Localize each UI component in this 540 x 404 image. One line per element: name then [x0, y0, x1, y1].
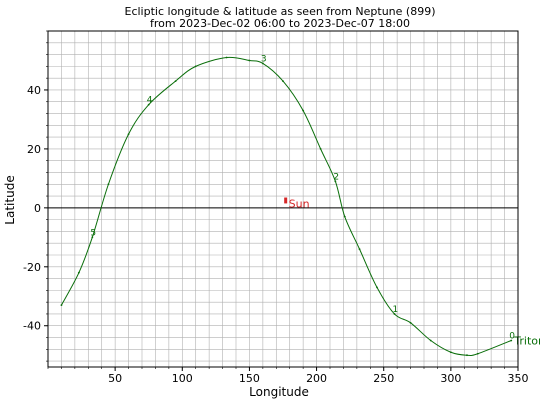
series-point: [77, 271, 80, 274]
x-axis-label: Longitude: [249, 385, 309, 399]
series-point: [174, 80, 177, 83]
day-label: 4: [147, 96, 153, 106]
series-point: [194, 65, 197, 68]
day-label: 5: [90, 228, 96, 238]
series-point: [282, 80, 284, 83]
series-point: [376, 286, 378, 289]
series-line-triton: [60, 56, 512, 356]
series-point: [147, 103, 150, 106]
plot-frame: [47, 30, 519, 368]
sun-marker: [284, 197, 288, 204]
day-label: 3: [261, 54, 267, 64]
series-point: [334, 180, 337, 183]
x-tick-label: 100: [172, 372, 193, 385]
x-tick-label: 150: [239, 372, 260, 385]
y-axis-label: Latitude: [3, 175, 17, 224]
series-point: [449, 351, 452, 354]
day-label: 2: [333, 172, 339, 182]
series-point: [466, 354, 468, 357]
series-point: [248, 59, 251, 62]
day-labels: 0 1 2 3 4 5: [90, 54, 515, 341]
series-point: [393, 313, 396, 315]
series-point: [91, 236, 94, 239]
series-point: [60, 304, 63, 307]
y-tick-label: 40: [27, 84, 41, 97]
chart-title: Ecliptic longitude & latitude as seen fr…: [125, 5, 436, 18]
series-point: [127, 133, 130, 136]
series-point: [225, 56, 228, 59]
series-point: [343, 215, 346, 218]
series-point: [107, 183, 110, 186]
series-point: [409, 321, 412, 324]
y-tick-label: -40: [23, 320, 41, 333]
y-tick-label: 20: [27, 143, 41, 156]
x-tick-label: 300: [440, 372, 461, 385]
day-label: 0: [509, 331, 515, 341]
grid-lines: [47, 30, 519, 367]
x-tick-label: 350: [508, 372, 529, 385]
series-point: [261, 62, 264, 65]
series-layer: Triton: [60, 56, 540, 357]
sun-marker-group: Sun: [284, 197, 310, 210]
series-point: [319, 147, 322, 150]
series-point: [510, 339, 513, 342]
chart-subtitle: from 2023-Dec-02 06:00 to 2023-Dec-07 18…: [150, 17, 410, 30]
x-tick-label: 250: [373, 372, 394, 385]
series-point: [358, 248, 361, 251]
series-point: [429, 339, 432, 342]
series-name-label: Triton: [513, 334, 540, 347]
x-tick-label: 200: [306, 372, 327, 385]
y-tick-label: -20: [23, 261, 41, 274]
series-point: [476, 352, 479, 355]
series-point: [302, 109, 305, 112]
x-tick-label: 50: [108, 372, 122, 385]
y-tick-label: 0: [34, 202, 41, 215]
day-label: 1: [392, 305, 398, 315]
sun-label: Sun: [289, 197, 310, 210]
